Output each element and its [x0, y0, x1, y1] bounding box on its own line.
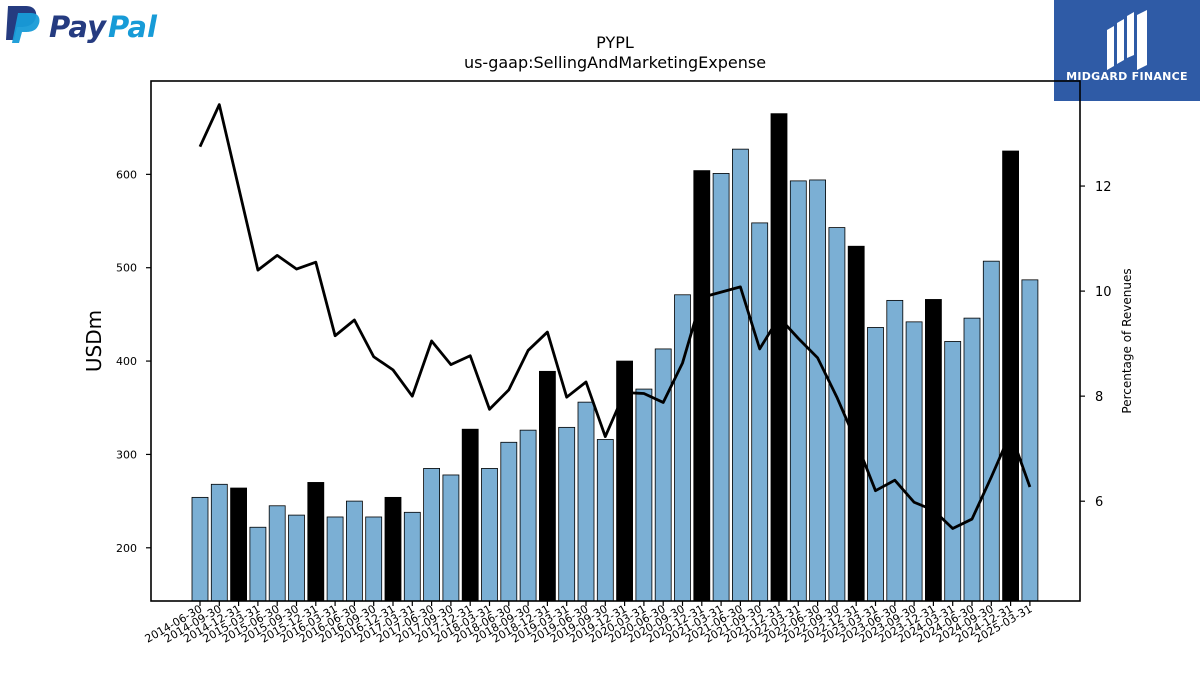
- bar-2024-03-31: [944, 341, 962, 602]
- y-tick-label-500: 500: [116, 262, 137, 275]
- bar-2023-03-31: [867, 327, 884, 602]
- bar-2015-09-30: [288, 514, 305, 602]
- bar-2023-06-30: [886, 299, 904, 602]
- bar-2019-03-31: [558, 426, 576, 602]
- paypal-logo-pay: Pay: [49, 10, 107, 44]
- paypal-logo-mark: Pay Pal: [6, 6, 158, 44]
- y-tick-label-400: 400: [116, 355, 137, 368]
- bar-series: [191, 113, 1039, 602]
- bar-2018-03-31: [481, 468, 498, 602]
- bar-2020-03-31: [635, 388, 653, 602]
- bar-2014-12-31: [230, 487, 248, 602]
- bar-2017-06-30: [423, 468, 441, 602]
- bar-2020-12-31: [693, 170, 711, 602]
- bar-2019-06-30: [577, 401, 595, 602]
- bar-2018-12-31: [539, 370, 556, 602]
- line-series: [198, 103, 1032, 530]
- bar-2022-03-31: [789, 180, 807, 602]
- chart-subtitle: us-gaap:SellingAndMarketingExpense: [464, 53, 766, 72]
- percentage-of-revenues-line: [198, 103, 1032, 530]
- y-tick-label-600: 600: [116, 168, 137, 181]
- bar-2023-12-31: [925, 299, 942, 602]
- chart-title: PYPL: [596, 33, 634, 52]
- bar-2014-09-30: [210, 483, 228, 602]
- bar-2017-03-31: [403, 511, 421, 602]
- bar-2019-09-30: [596, 439, 614, 602]
- bar-2025-03-31: [1021, 279, 1039, 602]
- bar-2021-06-30: [732, 148, 749, 602]
- bar-2023-09-30: [905, 321, 923, 602]
- plot-frame: [150, 80, 1081, 602]
- midgard-finance-text: MIDGARD FINANCE: [1066, 70, 1188, 83]
- bar-2019-12-31: [616, 360, 633, 602]
- bar-2022-12-31: [847, 245, 865, 602]
- bar-2018-06-30: [500, 441, 518, 602]
- midgard-finance-logo: MIDGARD FINANCE: [1054, 0, 1200, 101]
- bar-2015-12-31: [307, 482, 325, 602]
- y2-axis-label: Percentage of Revenues: [1120, 268, 1134, 413]
- bar-2021-12-31: [770, 113, 788, 602]
- y2-tick-label-10: 10: [1095, 285, 1112, 300]
- bar-2022-09-30: [828, 227, 846, 602]
- bar-2015-06-30: [268, 505, 286, 602]
- y2-tick-label-6: 6: [1095, 495, 1103, 510]
- y2-tick-label-8: 8: [1095, 390, 1103, 405]
- y2-tick-label-12: 12: [1095, 180, 1112, 195]
- bar-2017-12-31: [461, 428, 479, 602]
- bar-2024-06-30: [963, 317, 981, 602]
- bar-2015-03-31: [249, 526, 267, 602]
- bar-2016-03-31: [326, 516, 344, 602]
- y-tick-label-200: 200: [116, 542, 137, 555]
- y-tick-label-300: 300: [116, 448, 137, 461]
- bar-2017-09-30: [442, 474, 460, 602]
- bar-2021-03-31: [712, 173, 730, 602]
- bar-2024-12-31: [1002, 150, 1019, 602]
- bar-2016-06-30: [345, 500, 363, 602]
- bar-2014-06-30: [191, 496, 209, 602]
- bar-2022-06-30: [809, 179, 826, 602]
- bar-2016-12-31: [384, 496, 402, 602]
- bar-2016-09-30: [365, 516, 383, 602]
- midgard-logo-mark: [1107, 10, 1147, 70]
- bar-2018-09-30: [519, 429, 537, 602]
- bar-2021-09-30: [751, 222, 769, 602]
- paypal-logo: Pay Pal: [4, 4, 174, 48]
- paypal-logo-pal: Pal: [108, 10, 158, 44]
- bar-2024-09-30: [982, 260, 1000, 602]
- bar-2020-06-30: [654, 348, 672, 602]
- y-axis-label: USDm: [82, 310, 106, 372]
